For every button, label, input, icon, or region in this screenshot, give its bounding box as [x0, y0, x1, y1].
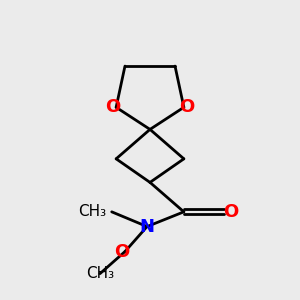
Text: O: O: [179, 98, 194, 116]
Text: CH₃: CH₃: [78, 204, 106, 219]
Text: O: O: [223, 203, 238, 221]
Text: O: O: [106, 98, 121, 116]
Text: O: O: [114, 243, 130, 261]
Text: CH₃: CH₃: [86, 266, 114, 281]
Text: N: N: [140, 218, 154, 236]
